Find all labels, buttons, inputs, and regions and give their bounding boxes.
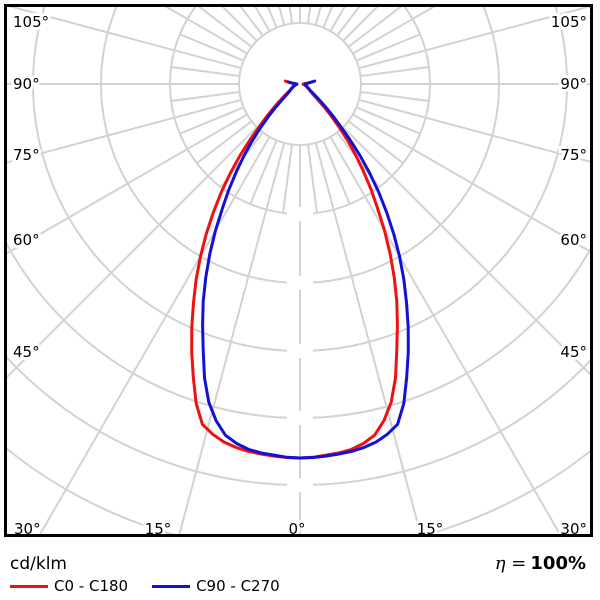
svg-text:105°: 105° [13, 13, 49, 31]
svg-text:45°: 45° [13, 343, 40, 361]
svg-text:45°: 45° [560, 343, 587, 361]
series-swatch-c0-c180 [10, 584, 48, 588]
eta-symbol: η = [494, 553, 527, 574]
svg-text:60°: 60° [13, 231, 40, 249]
svg-text:75°: 75° [13, 146, 40, 164]
unit-label: cd/klm [10, 554, 67, 574]
series-label-c0-c180: C0 - C180 [54, 577, 129, 595]
svg-text:90°: 90° [13, 75, 40, 93]
svg-text:75°: 75° [560, 146, 587, 164]
svg-text:90°: 90° [560, 75, 587, 93]
eta-value: 100% [530, 553, 586, 574]
series-swatch-c90-c270 [152, 584, 191, 588]
intensity-curves [190, 79, 410, 460]
legend-items: C0 - C180 C90 - C270 [10, 577, 280, 595]
svg-text:60°: 60° [560, 231, 587, 249]
legend: cd/klm C0 - C180 C90 - C270 η = 100% [0, 540, 600, 600]
svg-text:105°: 105° [551, 13, 587, 31]
efficiency-label: η = 100% [495, 553, 586, 574]
series-label-c90-c270: C90 - C270 [196, 577, 280, 595]
chart-border [4, 4, 593, 537]
